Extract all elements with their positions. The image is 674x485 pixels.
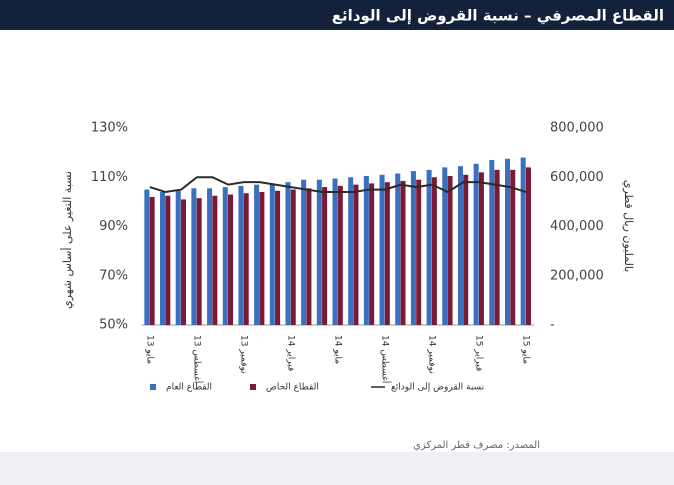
bar [520,157,526,325]
title-band [0,0,674,30]
x-tick-label: فبراير 15 [474,335,484,371]
bar [510,169,516,325]
bar [175,190,181,325]
line [149,176,527,194]
x-tick-label: مايو 13 [144,335,154,364]
bar [290,189,296,325]
bar [457,166,463,325]
y-axis-title: نسبة التغير على أساس شهري [60,171,74,309]
bar [180,199,186,325]
y-tick-label: 70% [99,268,128,283]
bar [447,176,453,325]
bar [332,178,338,325]
bar [316,179,322,325]
bar [144,189,150,325]
bar [269,183,275,325]
legend-label: نسبة القروض إلى الودائع [391,383,484,393]
bar [489,160,495,325]
bar [369,183,375,325]
bar [165,195,171,325]
bar [400,180,406,325]
bar [348,177,354,325]
bar [254,184,260,325]
bar [259,192,265,325]
bar [275,190,281,325]
legend-label: القطاع العام [166,383,212,393]
bar [301,179,307,325]
bar [384,182,390,325]
x-tick-label: نوفمبر 13 [238,335,248,374]
y2-tick-label: 600,000 [550,170,604,185]
bar [191,188,197,325]
bar [504,158,511,325]
bar [285,182,291,325]
legend-label: القطاع الخاص [266,383,319,393]
bar [228,194,234,325]
x-tick-label: أغسطس 13 [191,335,203,383]
legend-swatch [250,384,256,390]
bar [395,173,401,325]
x-tick-label: أغسطس 14 [380,335,392,383]
bar [431,177,437,325]
bar [149,196,155,325]
y-tick-label: 110% [91,170,128,185]
bar [416,179,422,325]
bar [473,163,479,325]
y2-tick-label: 800,000 [550,121,604,136]
bar [306,188,312,325]
x-tick-label: مايو 14 [333,335,343,364]
x-tick-label: فبراير 14 [285,335,295,371]
bar [463,174,469,325]
bar [322,187,328,325]
bar [442,167,448,325]
footer-band [0,452,674,485]
bar [337,185,343,325]
source: المصدر: مصرف قطر المركزي [413,440,540,451]
bar [353,184,359,325]
y-tick-label: 90% [99,219,128,234]
bar [212,195,218,325]
bar [525,167,531,325]
y-tick-label: 130% [91,121,128,136]
bar [160,192,166,325]
chart-title: القطاع المصرفي – نسبة القروض إلى الودائع [332,7,664,25]
bar [238,185,244,325]
y2-axis-title: بالمليون ريال قطري [622,180,635,273]
bar [478,172,484,325]
bar [494,169,500,325]
y2-tick-label: 400,000 [550,219,604,234]
bar [379,174,385,325]
x-tick-label: نوفمبر 14 [427,335,437,374]
y2-tick-label: 200,000 [550,268,604,283]
bar [207,188,213,325]
legend-swatch [150,384,156,390]
bar [363,176,369,325]
bar [196,198,202,325]
x-tick-label: مايو 15 [521,335,531,364]
bar [222,187,228,325]
bar [426,169,432,325]
y2-tick-label: - [550,318,555,333]
y-tick-label: 50% [99,318,128,333]
bar [243,193,249,325]
bar [410,171,416,325]
